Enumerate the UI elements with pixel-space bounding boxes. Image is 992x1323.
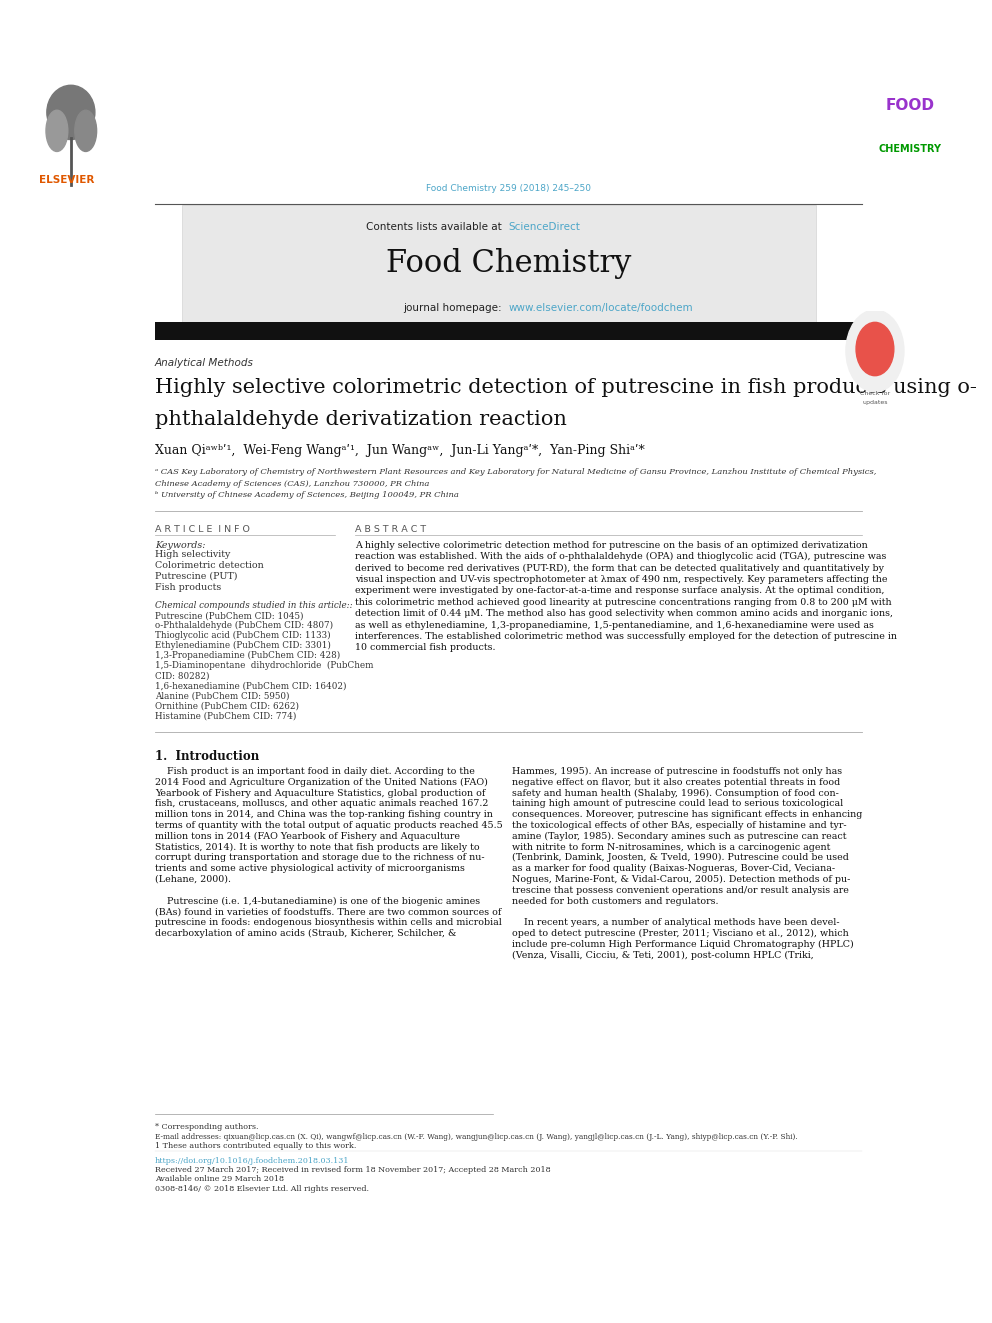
Text: CHEMISTRY: CHEMISTRY — [879, 144, 941, 155]
Ellipse shape — [74, 110, 96, 151]
Ellipse shape — [46, 110, 67, 151]
Text: Chemical compounds studied in this article::: Chemical compounds studied in this artic… — [155, 601, 352, 610]
Text: decarboxylation of amino acids (Straub, Kicherer, Schilcher, &: decarboxylation of amino acids (Straub, … — [155, 929, 456, 938]
Text: Ethylenediamine (PubChem CID: 3301): Ethylenediamine (PubChem CID: 3301) — [155, 642, 330, 651]
Text: Yearbook of Fishery and Aquaculture Statistics, global production of: Yearbook of Fishery and Aquaculture Stat… — [155, 789, 485, 798]
Text: ScienceDirect: ScienceDirect — [509, 222, 580, 232]
Text: trients and some active physiological activity of microorganisms: trients and some active physiological ac… — [155, 864, 464, 873]
Text: Hammes, 1995). An increase of putrescine in foodstuffs not only has: Hammes, 1995). An increase of putrescine… — [512, 767, 842, 777]
Text: terms of quantity with the total output of aquatic products reached 45.5: terms of quantity with the total output … — [155, 822, 503, 830]
Circle shape — [846, 310, 904, 392]
Text: ᵃ CAS Key Laboratory of Chemistry of Northwestern Plant Resources and Key Labora: ᵃ CAS Key Laboratory of Chemistry of Nor… — [155, 468, 876, 476]
Text: o-Phthalaldehyde (PubChem CID: 4807): o-Phthalaldehyde (PubChem CID: 4807) — [155, 622, 333, 630]
Text: putrescine in foods: endogenous biosynthesis within cells and microbial: putrescine in foods: endogenous biosynth… — [155, 918, 502, 927]
Text: Analytical Methods: Analytical Methods — [155, 359, 254, 368]
Text: Alanine (PubChem CID: 5950): Alanine (PubChem CID: 5950) — [155, 691, 290, 700]
Text: Thioglycolic acid (PubChem CID: 1133): Thioglycolic acid (PubChem CID: 1133) — [155, 631, 330, 640]
Text: Nogues, Marine-Font, & Vidal-Carou, 2005). Detection methods of pu-: Nogues, Marine-Font, & Vidal-Carou, 2005… — [512, 875, 850, 884]
Text: 0308-8146/ © 2018 Elsevier Ltd. All rights reserved.: 0308-8146/ © 2018 Elsevier Ltd. All righ… — [155, 1184, 369, 1192]
Text: 1 These authors contributed equally to this work.: 1 These authors contributed equally to t… — [155, 1142, 356, 1150]
Text: Statistics, 2014). It is worthy to note that fish products are likely to: Statistics, 2014). It is worthy to note … — [155, 843, 479, 852]
Text: Putrescine (PUT): Putrescine (PUT) — [155, 572, 237, 581]
Text: Contents lists available at: Contents lists available at — [366, 222, 505, 232]
Text: phthalaldehyde derivatization reaction: phthalaldehyde derivatization reaction — [155, 410, 566, 430]
Text: million tons in 2014, and China was the top-ranking fishing country in: million tons in 2014, and China was the … — [155, 810, 493, 819]
Text: updates: updates — [862, 400, 888, 405]
Text: million tons in 2014 (FAO Yearbook of Fishery and Aquaculture: million tons in 2014 (FAO Yearbook of Fi… — [155, 832, 459, 841]
Text: 1,3-Propanediamine (PubChem CID: 428): 1,3-Propanediamine (PubChem CID: 428) — [155, 651, 340, 660]
Text: include pre-column High Performance Liquid Chromatography (HPLC): include pre-column High Performance Liqu… — [512, 939, 854, 949]
Text: trescine that possess convenient operations and/or result analysis are: trescine that possess convenient operati… — [512, 885, 849, 894]
Text: FOOD: FOOD — [886, 98, 934, 114]
Text: this colorimetric method achieved good linearity at putrescine concentrations ra: this colorimetric method achieved good l… — [355, 598, 891, 607]
Text: Xuan Qiᵃʷᵇʹ¹,  Wei-Feng Wangᵃʹ¹,  Jun Wangᵃʷ,  Jun-Li Yangᵃʹ*,  Yan-Ping Shiᵃʹ*: Xuan Qiᵃʷᵇʹ¹, Wei-Feng Wangᵃʹ¹, Jun Wang… — [155, 445, 645, 456]
Text: as a marker for food quality (Baixas-Nogueras, Bover-Cid, Veciana-: as a marker for food quality (Baixas-Nog… — [512, 864, 835, 873]
Text: consequences. Moreover, putrescine has significant effects in enhancing: consequences. Moreover, putrescine has s… — [512, 810, 863, 819]
Ellipse shape — [47, 85, 95, 139]
Text: the toxicological effects of other BAs, especially of histamine and tyr-: the toxicological effects of other BAs, … — [512, 822, 847, 830]
Text: fish, crustaceans, molluscs, and other aquatic animals reached 167.2: fish, crustaceans, molluscs, and other a… — [155, 799, 488, 808]
Text: 2014 Food and Agriculture Organization of the United Nations (FAO): 2014 Food and Agriculture Organization o… — [155, 778, 488, 787]
Text: Fish product is an important food in daily diet. According to the: Fish product is an important food in dai… — [155, 767, 474, 775]
Text: safety and human health (Shalaby, 1996). Consumption of food con-: safety and human health (Shalaby, 1996).… — [512, 789, 839, 798]
Text: E-mail addresses: qixuan@licp.cas.cn (X. Qi), wangwf@licp.cas.cn (W.-F. Wang), w: E-mail addresses: qixuan@licp.cas.cn (X.… — [155, 1132, 798, 1140]
Text: 1,6-hexanediamine (PubChem CID: 16402): 1,6-hexanediamine (PubChem CID: 16402) — [155, 681, 346, 691]
Text: CID: 80282): CID: 80282) — [155, 671, 209, 680]
Text: visual inspection and UV-vis spectrophotometer at λmax of 490 nm, respectively. : visual inspection and UV-vis spectrophot… — [355, 576, 887, 583]
Text: (Venza, Visalli, Cicciu, & Teti, 2001), post-column HPLC (Triki,: (Venza, Visalli, Cicciu, & Teti, 2001), … — [512, 950, 814, 959]
Text: (BAs) found in varieties of foodstuffs. There are two common sources of: (BAs) found in varieties of foodstuffs. … — [155, 908, 501, 917]
Text: In recent years, a number of analytical methods have been devel-: In recent years, a number of analytical … — [512, 918, 840, 927]
Text: corrupt during transportation and storage due to the richness of nu-: corrupt during transportation and storag… — [155, 853, 484, 863]
Text: 1.  Introduction: 1. Introduction — [155, 750, 259, 762]
Text: Food Chemistry 259 (2018) 245–250: Food Chemistry 259 (2018) 245–250 — [426, 184, 591, 193]
Text: ELSEVIER: ELSEVIER — [40, 175, 95, 185]
Text: www.elsevier.com/locate/foodchem: www.elsevier.com/locate/foodchem — [509, 303, 693, 314]
Text: taining high amount of putrescine could lead to serious toxicological: taining high amount of putrescine could … — [512, 799, 843, 808]
Text: 1,5-Diaminopentane  dihydrochloride  (PubChem: 1,5-Diaminopentane dihydrochloride (PubC… — [155, 662, 373, 671]
Text: Keywords:: Keywords: — [155, 541, 205, 550]
Text: with nitrite to form N-nitrosamines, which is a carcinogenic agent: with nitrite to form N-nitrosamines, whi… — [512, 843, 830, 852]
Text: detection limit of 0.44 μM. The method also has good selectivity when common ami: detection limit of 0.44 μM. The method a… — [355, 609, 893, 618]
Text: journal homepage:: journal homepage: — [403, 303, 505, 314]
Text: interferences. The established colorimetric method was successfully employed for: interferences. The established colorimet… — [355, 632, 897, 642]
FancyBboxPatch shape — [182, 205, 815, 325]
Text: Chinese Academy of Sciences (CAS), Lanzhou 730000, PR China: Chinese Academy of Sciences (CAS), Lanzh… — [155, 480, 430, 488]
Text: amine (Taylor, 1985). Secondary amines such as putrescine can react: amine (Taylor, 1985). Secondary amines s… — [512, 832, 847, 841]
Text: negative effect on flavor, but it also creates potential threats in food: negative effect on flavor, but it also c… — [512, 778, 840, 787]
FancyBboxPatch shape — [155, 321, 862, 340]
Text: Colorimetric detection: Colorimetric detection — [155, 561, 264, 570]
Text: Putrescine (PubChem CID: 1045): Putrescine (PubChem CID: 1045) — [155, 611, 304, 620]
Text: Putrescine (i.e. 1,4-butanediamine) is one of the biogenic amines: Putrescine (i.e. 1,4-butanediamine) is o… — [155, 897, 480, 906]
Text: derived to become red derivatives (PUT-RD), the form that can be detected qualit: derived to become red derivatives (PUT-R… — [355, 564, 884, 573]
Text: as well as ethylenediamine, 1,3-propanediamine, 1,5-pentanediamine, and 1,6-hexa: as well as ethylenediamine, 1,3-propaned… — [355, 620, 874, 630]
Text: ᵇ University of Chinese Academy of Sciences, Beijing 100049, PR China: ᵇ University of Chinese Academy of Scien… — [155, 491, 458, 499]
Text: Food Chemistry: Food Chemistry — [386, 249, 631, 279]
Text: Ornithine (PubChem CID: 6262): Ornithine (PubChem CID: 6262) — [155, 701, 299, 710]
Text: Highly selective colorimetric detection of putrescine in fish products using o-: Highly selective colorimetric detection … — [155, 378, 977, 397]
Text: (Tenbrink, Damink, Joosten, & Tveld, 1990). Putrescine could be used: (Tenbrink, Damink, Joosten, & Tveld, 199… — [512, 853, 849, 863]
Text: experiment were investigated by one-factor-at-a-time and response surface analys: experiment were investigated by one-fact… — [355, 586, 884, 595]
Text: Histamine (PubChem CID: 774): Histamine (PubChem CID: 774) — [155, 710, 297, 720]
Text: A R T I C L E  I N F O: A R T I C L E I N F O — [155, 525, 250, 534]
Text: A highly selective colorimetric detection method for putrescine on the basis of : A highly selective colorimetric detectio… — [355, 541, 867, 550]
Text: reaction was established. With the aids of o-phthalaldehyde (OPA) and thioglycol: reaction was established. With the aids … — [355, 552, 886, 561]
Text: oped to detect putrescine (Prester, 2011; Visciano et al., 2012), which: oped to detect putrescine (Prester, 2011… — [512, 929, 849, 938]
Text: https://doi.org/10.1016/j.foodchem.2018.03.131: https://doi.org/10.1016/j.foodchem.2018.… — [155, 1158, 349, 1166]
Text: Check for: Check for — [860, 392, 890, 397]
Text: Available online 29 March 2018: Available online 29 March 2018 — [155, 1175, 284, 1184]
Text: High selectivity: High selectivity — [155, 550, 230, 558]
Text: Received 27 March 2017; Received in revised form 18 November 2017; Accepted 28 M: Received 27 March 2017; Received in revi… — [155, 1167, 551, 1175]
Text: * Corresponding authors.: * Corresponding authors. — [155, 1123, 258, 1131]
Circle shape — [856, 323, 894, 376]
Text: Fish products: Fish products — [155, 583, 221, 591]
Text: needed for both customers and regulators.: needed for both customers and regulators… — [512, 897, 719, 905]
Text: A B S T R A C T: A B S T R A C T — [355, 525, 426, 534]
Text: (Lehane, 2000).: (Lehane, 2000). — [155, 875, 231, 884]
Text: 10 commercial fish products.: 10 commercial fish products. — [355, 643, 495, 652]
